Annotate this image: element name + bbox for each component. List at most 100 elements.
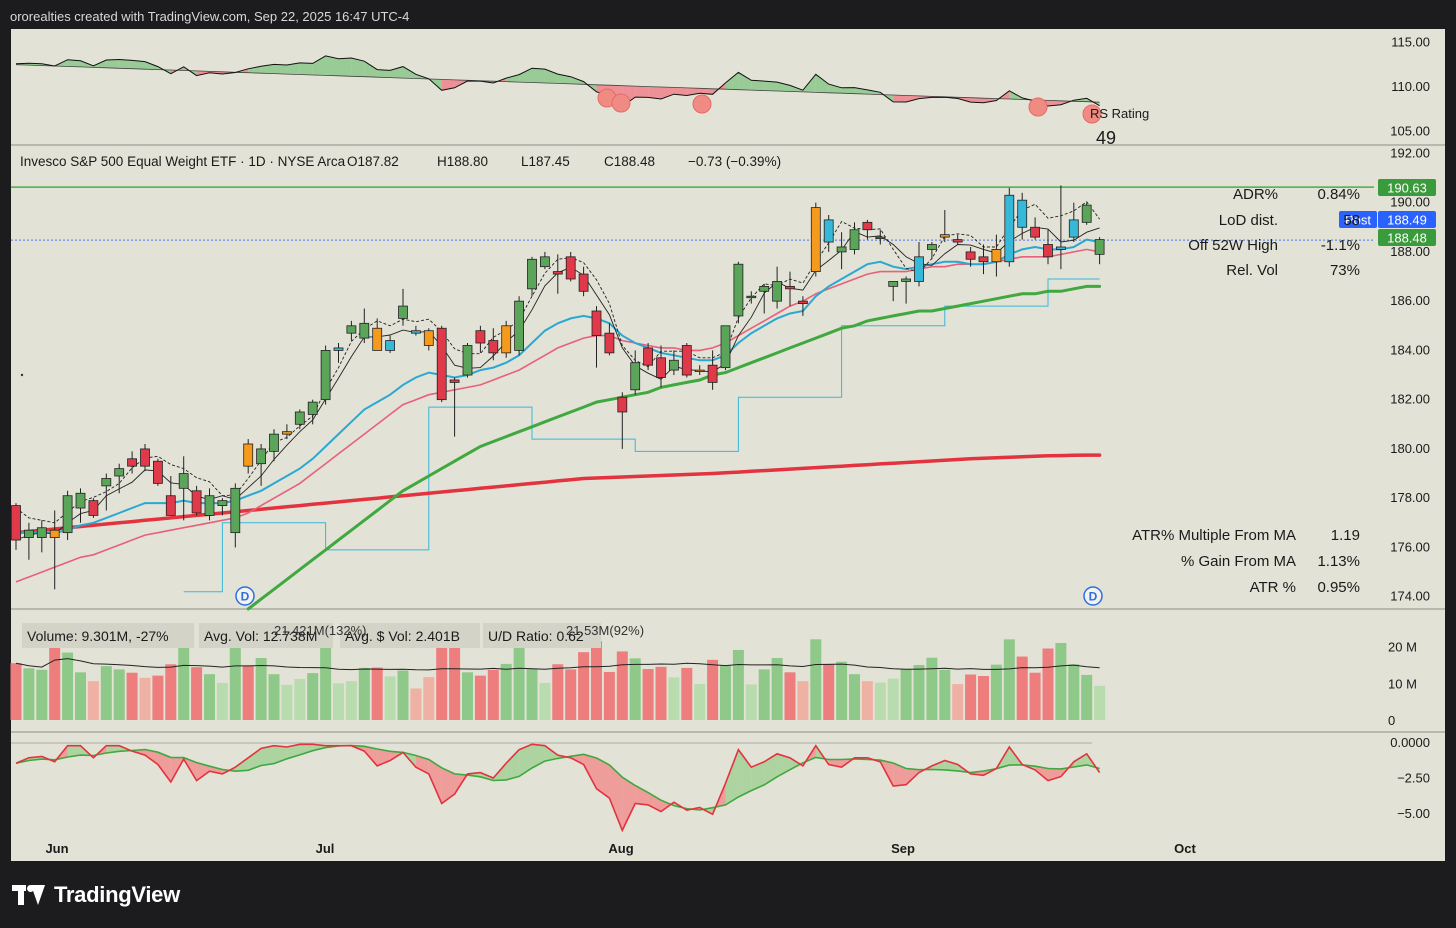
rs-fill (867, 89, 881, 95)
volume-bar (320, 641, 332, 720)
volume-bar (10, 663, 22, 720)
volume-bar (887, 678, 899, 720)
volume-bar (410, 688, 422, 720)
candle-body (849, 229, 860, 250)
rs-fill (519, 68, 532, 83)
candle-body (604, 332, 615, 354)
price-tick-label: 180.00 (1390, 441, 1430, 456)
oscillator-fill (738, 749, 752, 797)
volume-bar (307, 673, 319, 720)
tradingview-logo[interactable]: TradingView (12, 882, 180, 908)
oscillator-fill (544, 745, 558, 762)
high-average-dashed-line (15, 201, 1100, 524)
volume-bar (603, 671, 615, 720)
candle-body (462, 345, 473, 376)
candle-body (488, 340, 499, 354)
oscillator-fill (1073, 753, 1087, 768)
watermark-header: ororealties created with TradingView.com… (10, 9, 410, 24)
oscillator-fill (299, 744, 313, 755)
candle-body (372, 327, 383, 351)
stat-value: 58 (1343, 212, 1360, 229)
volume-bar (216, 682, 228, 720)
candle-body (449, 379, 460, 383)
rs-fill (841, 87, 855, 94)
volume-bar (1003, 639, 1015, 720)
ma-stat-value: 0.95% (1317, 579, 1360, 596)
volume-bar (49, 639, 61, 720)
candle-body (514, 300, 524, 351)
volume-bar (281, 684, 293, 720)
x-axis-label: Jul (316, 841, 335, 856)
candle-body (1056, 246, 1066, 250)
price-tick-label: 176.00 (1390, 539, 1430, 554)
oscillator-fill (235, 757, 249, 772)
volume-bar (487, 669, 499, 720)
candle-body (1094, 239, 1105, 255)
volume-bar (23, 668, 35, 720)
candle-body (1068, 219, 1079, 238)
sma50-line (246, 284, 1102, 611)
rs-tick-label: 105.00 (1390, 124, 1430, 139)
candle-body (630, 362, 641, 391)
x-axis-label: Aug (608, 841, 633, 856)
volume-bar (552, 664, 564, 720)
volume-bar (1055, 643, 1067, 720)
oscillator-fill (648, 792, 661, 812)
tradingview-logo-text: TradingView (54, 882, 180, 907)
volume-bar (823, 663, 835, 720)
rs-fill (738, 72, 752, 91)
volume-bar (371, 667, 383, 720)
volume-legend-text: U/D Ratio: 0.62 (488, 628, 584, 644)
volume-bar (268, 674, 280, 720)
last-price-badge-bg (1378, 229, 1436, 246)
rs-fill (635, 86, 649, 98)
resistance-price-badge: 190.63 (1387, 181, 1427, 196)
rs-fill (764, 81, 778, 92)
oscillator-fill (596, 757, 610, 799)
dividend-marker-label-0: D (241, 590, 250, 604)
oscillator-fill (415, 755, 429, 774)
candle-body (49, 529, 60, 538)
rs-fill (274, 64, 287, 75)
volume-bar (75, 672, 86, 720)
ma-stat-label: % Gain From MA (1181, 553, 1296, 570)
candle-body (656, 357, 666, 378)
rs-fill (893, 95, 907, 103)
candle-body (191, 490, 202, 514)
candle-body (914, 256, 924, 282)
candle-body (320, 350, 331, 401)
volume-bar (784, 672, 796, 720)
ma-stat-value: 1.19 (1331, 527, 1360, 544)
rs-fill (570, 76, 584, 85)
last-price-badge: 188.48 (1387, 231, 1427, 246)
stat-label: ADR% (1233, 186, 1278, 203)
volume-bar (990, 664, 1002, 720)
candle-body (746, 295, 757, 299)
rs-fill (828, 84, 842, 94)
rs-fill (299, 62, 313, 75)
volume-bar (668, 677, 680, 720)
rs-fill (648, 86, 661, 99)
oscillator-fill (764, 753, 778, 785)
volume-bar (462, 672, 473, 720)
candle-body (952, 239, 963, 243)
candle-body (617, 396, 628, 413)
x-axis-label: Jun (45, 841, 68, 856)
candle-body (333, 347, 344, 351)
volume-bar (36, 669, 48, 720)
rs-fill (325, 55, 339, 76)
candle-body (307, 401, 318, 415)
oscillator-fill (931, 760, 945, 770)
volume-bar (165, 664, 177, 720)
candle-body (101, 478, 112, 487)
candle-body (75, 492, 86, 509)
candle-body (798, 300, 808, 305)
candle-body (204, 495, 215, 516)
ma-stat-label: ATR% Multiple From MA (1132, 527, 1296, 544)
rs-low-marker (611, 93, 631, 113)
rs-tick-label: 115.00 (1391, 34, 1430, 49)
rs-line (15, 55, 1100, 108)
volume-bar (384, 676, 396, 720)
rs-fill (661, 87, 674, 99)
